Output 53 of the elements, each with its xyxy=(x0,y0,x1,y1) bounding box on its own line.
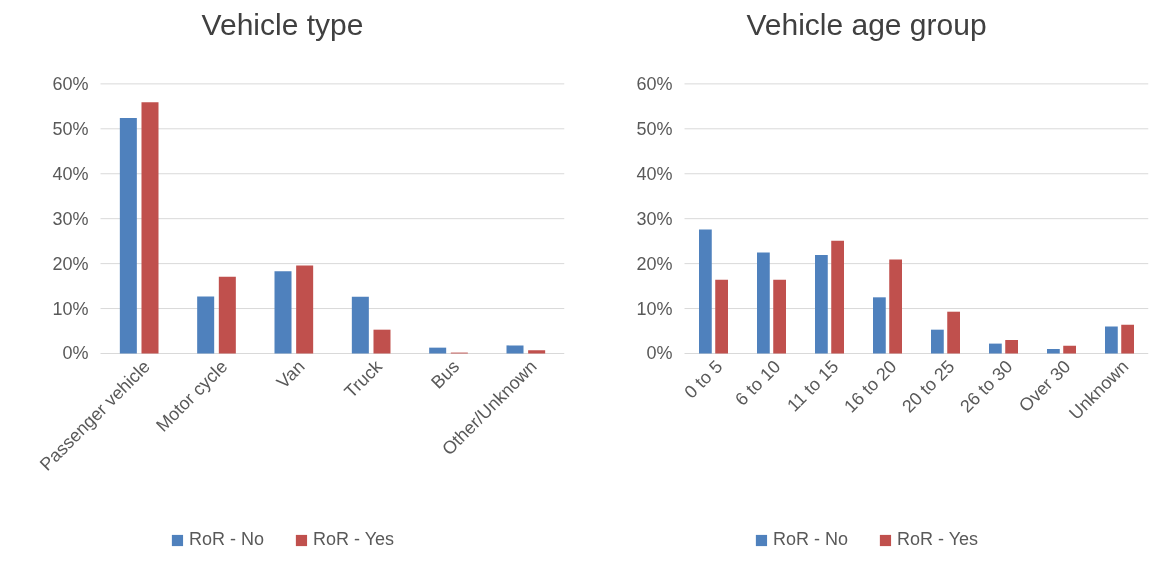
chart-title: Vehicle age group xyxy=(746,7,987,41)
y-tick-label: 30% xyxy=(636,208,673,229)
bar xyxy=(506,345,524,354)
y-tick-label: 20% xyxy=(636,253,673,274)
y-tick-label: 50% xyxy=(636,118,673,139)
x-tick-label: Van xyxy=(272,356,309,393)
bar xyxy=(274,271,292,354)
legend-label: RoR - Yes xyxy=(312,529,395,550)
bar xyxy=(218,276,236,354)
x-tick-label: 16 to 20 xyxy=(840,356,901,417)
bar xyxy=(889,259,902,354)
legend-label: RoR - Yes xyxy=(896,529,979,550)
x-tick-label: 26 to 30 xyxy=(956,356,1017,417)
bar xyxy=(815,255,828,354)
bar xyxy=(773,279,786,354)
bar xyxy=(296,265,314,354)
bar xyxy=(715,279,728,354)
chart-title: Vehicle type xyxy=(201,7,364,41)
y-tick-label: 40% xyxy=(636,163,673,184)
bar xyxy=(1121,324,1134,354)
bar xyxy=(947,311,960,354)
bar xyxy=(1063,345,1076,354)
bar xyxy=(528,350,546,354)
y-tick-label: 40% xyxy=(52,163,89,184)
x-tick-label: 6 to 10 xyxy=(731,356,785,410)
y-tick-label: 10% xyxy=(636,298,673,319)
bar xyxy=(373,329,391,354)
bar xyxy=(757,252,770,354)
bar xyxy=(197,296,215,354)
x-tick-label: 11 to 15 xyxy=(783,356,843,416)
bar xyxy=(1047,349,1060,354)
x-tick-label: 0 to 5 xyxy=(680,356,727,403)
y-tick-label: 50% xyxy=(52,118,89,139)
y-tick-label: 0% xyxy=(646,343,673,364)
x-tick-label: 20 to 25 xyxy=(898,356,959,417)
bar xyxy=(141,102,159,354)
y-tick-label: 60% xyxy=(52,73,89,94)
bar xyxy=(873,297,886,354)
y-tick-label: 10% xyxy=(52,298,89,319)
bar xyxy=(989,343,1002,354)
y-tick-label: 0% xyxy=(62,343,89,364)
y-tick-label: 20% xyxy=(52,253,89,274)
bar xyxy=(1005,340,1018,354)
y-tick-label: 60% xyxy=(636,73,673,94)
legend-label: RoR - No xyxy=(772,529,848,550)
bar xyxy=(1105,326,1118,354)
y-tick-label: 30% xyxy=(52,208,89,229)
bar xyxy=(699,229,712,354)
bar xyxy=(351,296,369,354)
legend-label: RoR - No xyxy=(188,529,264,550)
bar xyxy=(931,329,944,354)
bar xyxy=(831,240,844,354)
bar xyxy=(119,118,137,354)
